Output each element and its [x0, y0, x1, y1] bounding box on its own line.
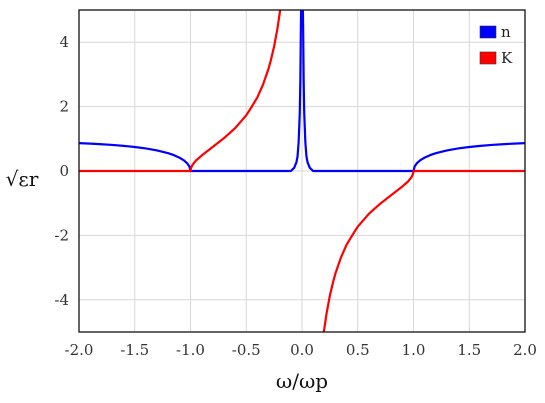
- x-tick-label: -1.0: [176, 341, 205, 359]
- y-tick-label: 4: [59, 33, 69, 51]
- y-tick-label: -4: [54, 291, 69, 309]
- legend-swatch-n: [479, 25, 497, 39]
- x-tick-label: 1.5: [457, 341, 481, 359]
- series-line-n: [189, 10, 303, 173]
- legend-label-n: n: [501, 23, 511, 41]
- x-tick-label: 1.0: [402, 341, 426, 359]
- x-tick-labels: -2.0 -1.5 -1.0 -0.5 0.0 0.5 1.0 1.5 2.0: [65, 341, 537, 359]
- legend-label-k: K: [501, 49, 513, 67]
- y-tick-labels: 4 2 0 -2 -4: [54, 33, 69, 309]
- series-group: [79, 10, 525, 332]
- y-axis-label: √εr: [6, 167, 39, 191]
- x-tick-label: 0.5: [346, 341, 370, 359]
- legend: n K: [479, 23, 513, 67]
- series-line-k: [322, 169, 415, 332]
- x-tick-label: -0.5: [232, 341, 261, 359]
- x-tick-label: -2.0: [65, 341, 94, 359]
- y-tick-label: -2: [54, 226, 69, 244]
- series-line-n: [412, 142, 525, 173]
- series-line-n: [79, 142, 192, 173]
- y-tick-label: 2: [59, 98, 69, 116]
- x-tick-label: 2.0: [513, 341, 537, 359]
- legend-swatch-k: [479, 51, 497, 65]
- x-axis-label: ω/ωp: [276, 369, 328, 393]
- series-line-n: [301, 10, 415, 173]
- y-tick-label: 0: [59, 162, 69, 180]
- x-tick-label: -1.5: [120, 341, 149, 359]
- x-tick-label: 0.0: [290, 341, 314, 359]
- series-line-k: [189, 10, 282, 173]
- plot-frame: [78, 9, 526, 333]
